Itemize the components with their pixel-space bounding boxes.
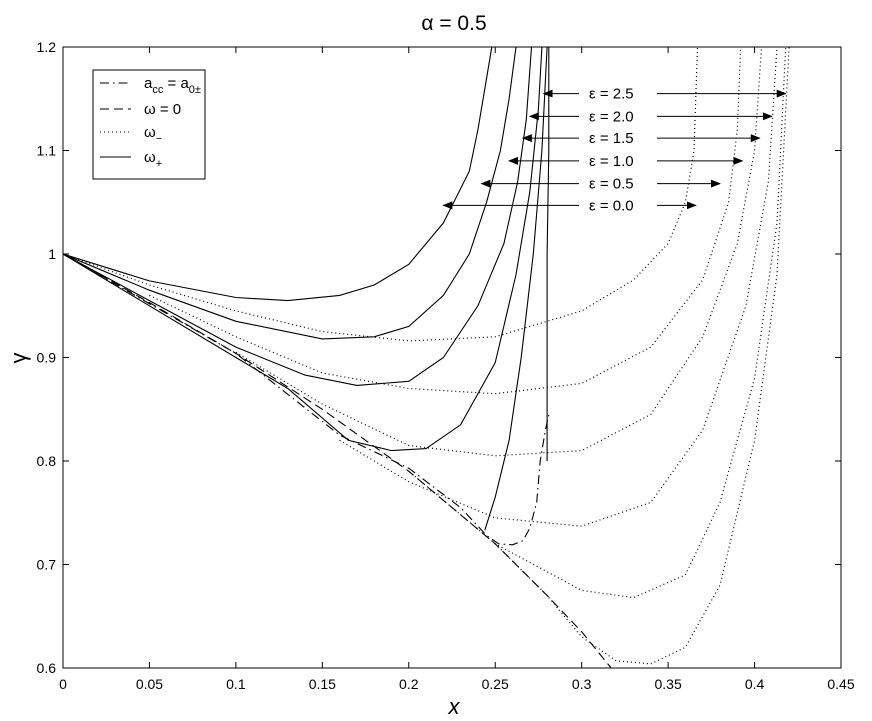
series-dotted-10: [235, 46, 763, 457]
curves: [62, 46, 790, 669]
y-tick-label: 0.8: [37, 453, 57, 469]
series-solid-3: [62, 46, 517, 340]
legend-label-sub: −: [156, 133, 162, 145]
series-solid-2: [62, 46, 493, 302]
x-tick-label: 0.4: [745, 676, 765, 692]
x-axis-ticks: 0 0.05 0.1 0.15 0.2 0.25 0.3 0.35 0.4 0.45: [59, 47, 855, 692]
annotation-label: ε = 1.0: [589, 153, 634, 170]
annotation-label: ε = 2.5: [589, 86, 634, 103]
series-solid-5: [62, 46, 543, 452]
x-tick-label: 0.05: [136, 676, 163, 692]
annotation-label: ε = 0.5: [589, 176, 634, 193]
chart-title: α = 0.5: [421, 12, 486, 35]
legend-label-main: ω: [144, 124, 156, 141]
series-dotted-9: [149, 46, 742, 395]
y-axis-label: γ: [6, 353, 31, 364]
y-tick-label: 1: [48, 246, 56, 262]
legend-label: ω−: [144, 124, 162, 145]
x-axis-label: x: [448, 694, 461, 719]
legend: acc = a0±ω = 0ω−ω+: [92, 69, 206, 180]
series-dotted-13: [494, 46, 790, 665]
y-tick-label: 0.6: [37, 660, 57, 676]
legend-label-sub: cc: [152, 84, 164, 96]
legend-label-main: ω: [144, 149, 156, 166]
y-tick-label: 1.2: [37, 39, 57, 55]
legend-label-main: ω = 0: [144, 101, 181, 118]
x-tick-label: 0.1: [226, 676, 246, 692]
x-tick-label: 0.25: [482, 676, 509, 692]
series-solid-4: [62, 46, 533, 386]
series-solid-6: [484, 46, 548, 531]
y-axis-ticks: 0.6 0.7 0.8 0.9 1 1.1 1.2: [37, 39, 841, 676]
x-tick-label: 0.45: [827, 676, 854, 692]
legend-label-main: a: [144, 75, 153, 92]
legend-label-mid: = a: [163, 75, 189, 92]
annotation-label: ε = 2.0: [589, 108, 634, 125]
x-tick-label: 0: [59, 676, 67, 692]
legend-label-sub: +: [156, 158, 162, 170]
legend-box: [92, 69, 206, 180]
x-tick-label: 0.3: [572, 676, 592, 692]
legend-label: ω+: [144, 149, 162, 170]
legend-label: ω = 0: [144, 101, 181, 118]
annotation-label: ε = 1.5: [589, 130, 634, 147]
y-tick-label: 0.7: [37, 557, 57, 573]
y-tick-label: 1.1: [37, 143, 57, 159]
x-tick-label: 0.2: [399, 676, 419, 692]
legend-label: acc = a0±: [144, 75, 201, 96]
legend-label-sub2: 0±: [189, 84, 201, 96]
x-tick-label: 0.15: [309, 676, 336, 692]
annotations: ε = 2.5 ε = 2.0 ε = 1.5 ε = 1.0 ε = 0.5 ε = 0…: [442, 86, 787, 214]
annotation-label: ε = 0.0: [589, 197, 634, 214]
x-tick-label: 0.35: [654, 676, 681, 692]
y-tick-label: 0.9: [37, 350, 57, 366]
